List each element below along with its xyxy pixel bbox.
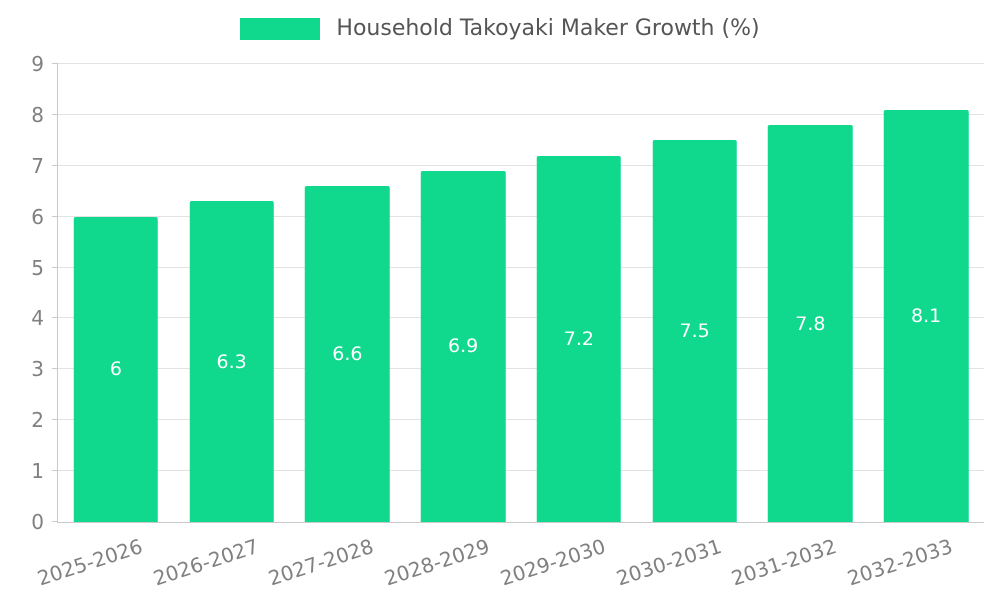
x-tick-label-2030-2031: 2030-2031 (612, 534, 725, 591)
bar-slot: 6.6 2027-2028 (266, 64, 406, 591)
gridline-y-2 (58, 419, 984, 421)
y-tick-mark-1 (52, 470, 58, 472)
bar-slot: 6 2025-2026 (34, 64, 174, 591)
bar-2028-2029: 6.9 (420, 170, 506, 522)
x-tick-label-2026-2027: 2026-2027 (149, 534, 262, 591)
gridline-y-1 (58, 470, 984, 472)
x-tick-label-2031-2032: 2031-2032 (728, 534, 840, 591)
x-tick-label-2029-2030: 2029-2030 (497, 534, 609, 591)
y-tick-label-0: 0 (31, 510, 44, 534)
y-tick-label-1: 1 (31, 459, 44, 484)
y-tick-label-4: 4 (31, 306, 44, 331)
bar-2030-2031: 7.5 (652, 140, 737, 522)
bar-value-label: 6.6 (332, 343, 363, 366)
bar-2025-2026: 6 (73, 216, 159, 522)
legend-label: Household Takoyaki Maker Growth (%) (336, 16, 760, 41)
bar-2032-2033: 8.1 (883, 109, 969, 522)
bar-slot: 7.8 2031-2032 (729, 64, 869, 591)
bar-series: 6 2025-2026 6.3 2026-2027 6.6 2027-2028 6.9 202… (34, 64, 984, 591)
legend-swatch (240, 17, 321, 40)
y-tick-label-3: 3 (31, 357, 44, 382)
y-tick-mark-6 (52, 215, 58, 217)
x-tick-label-2025-2026: 2025-2026 (34, 534, 146, 591)
bar-slot: 6.3 2026-2027 (150, 64, 290, 591)
bar-value-label: 6 (109, 358, 122, 381)
gridline-y-6 (58, 215, 984, 217)
gridline-y-4 (58, 317, 984, 319)
y-tick-mark-4 (52, 317, 58, 319)
y-tick-label-5: 5 (31, 255, 44, 280)
bar-slot: 8.1 2032-2033 (844, 64, 984, 591)
y-tick-mark-9 (52, 63, 58, 64)
y-tick-label-7: 7 (31, 153, 44, 178)
y-tick-label-2: 2 (31, 408, 44, 433)
y-tick-label-9: 9 (31, 52, 44, 76)
bar-value-label: 7.2 (563, 327, 594, 350)
y-tick-mark-2 (52, 419, 58, 421)
bar-2027-2028: 6.6 (305, 186, 390, 522)
bar-slot: 7.2 2029-2030 (497, 64, 637, 591)
chart-legend[interactable]: Household Takoyaki Maker Growth (%) (0, 16, 1000, 41)
bar-value-label: 8.1 (911, 304, 942, 327)
bar-value-label: 6.3 (216, 350, 247, 373)
bar-2029-2030: 7.2 (536, 155, 622, 522)
x-tick-label-2028-2029: 2028-2029 (381, 534, 493, 591)
y-tick-mark-7 (52, 164, 58, 166)
bar-slot: 7.5 2030-2031 (613, 64, 753, 591)
gridline-y-3 (58, 368, 984, 370)
x-tick-label-2027-2028: 2027-2028 (265, 534, 377, 591)
gridline-y-7 (58, 164, 984, 166)
gridline-y-5 (58, 266, 984, 268)
bar-value-label: 6.9 (448, 335, 479, 358)
gridline-y-9 (58, 63, 984, 64)
y-tick-label-8: 8 (31, 102, 44, 127)
plot-area: 0 1 2 3 4 5 6 7 8 9 6 2025-2026 6.3 2026-2027 6.6 2027… (31, 54, 984, 591)
gridline-y-8 (58, 113, 984, 115)
y-tick-label-6: 6 (31, 204, 44, 229)
bar-2031-2032: 7.8 (768, 125, 853, 522)
x-tick-label-2032-2033: 2032-2033 (844, 534, 956, 591)
bar-value-label: 7.8 (795, 312, 826, 335)
y-tick-mark-3 (52, 368, 58, 370)
y-tick-mark-5 (52, 266, 58, 268)
bar-2026-2027: 6.3 (189, 201, 274, 522)
bar-value-label: 7.5 (679, 320, 710, 343)
y-tick-mark-8 (52, 113, 58, 115)
y-tick-mark-0 (52, 521, 58, 522)
bar-slot: 6.9 2028-2029 (381, 64, 521, 591)
